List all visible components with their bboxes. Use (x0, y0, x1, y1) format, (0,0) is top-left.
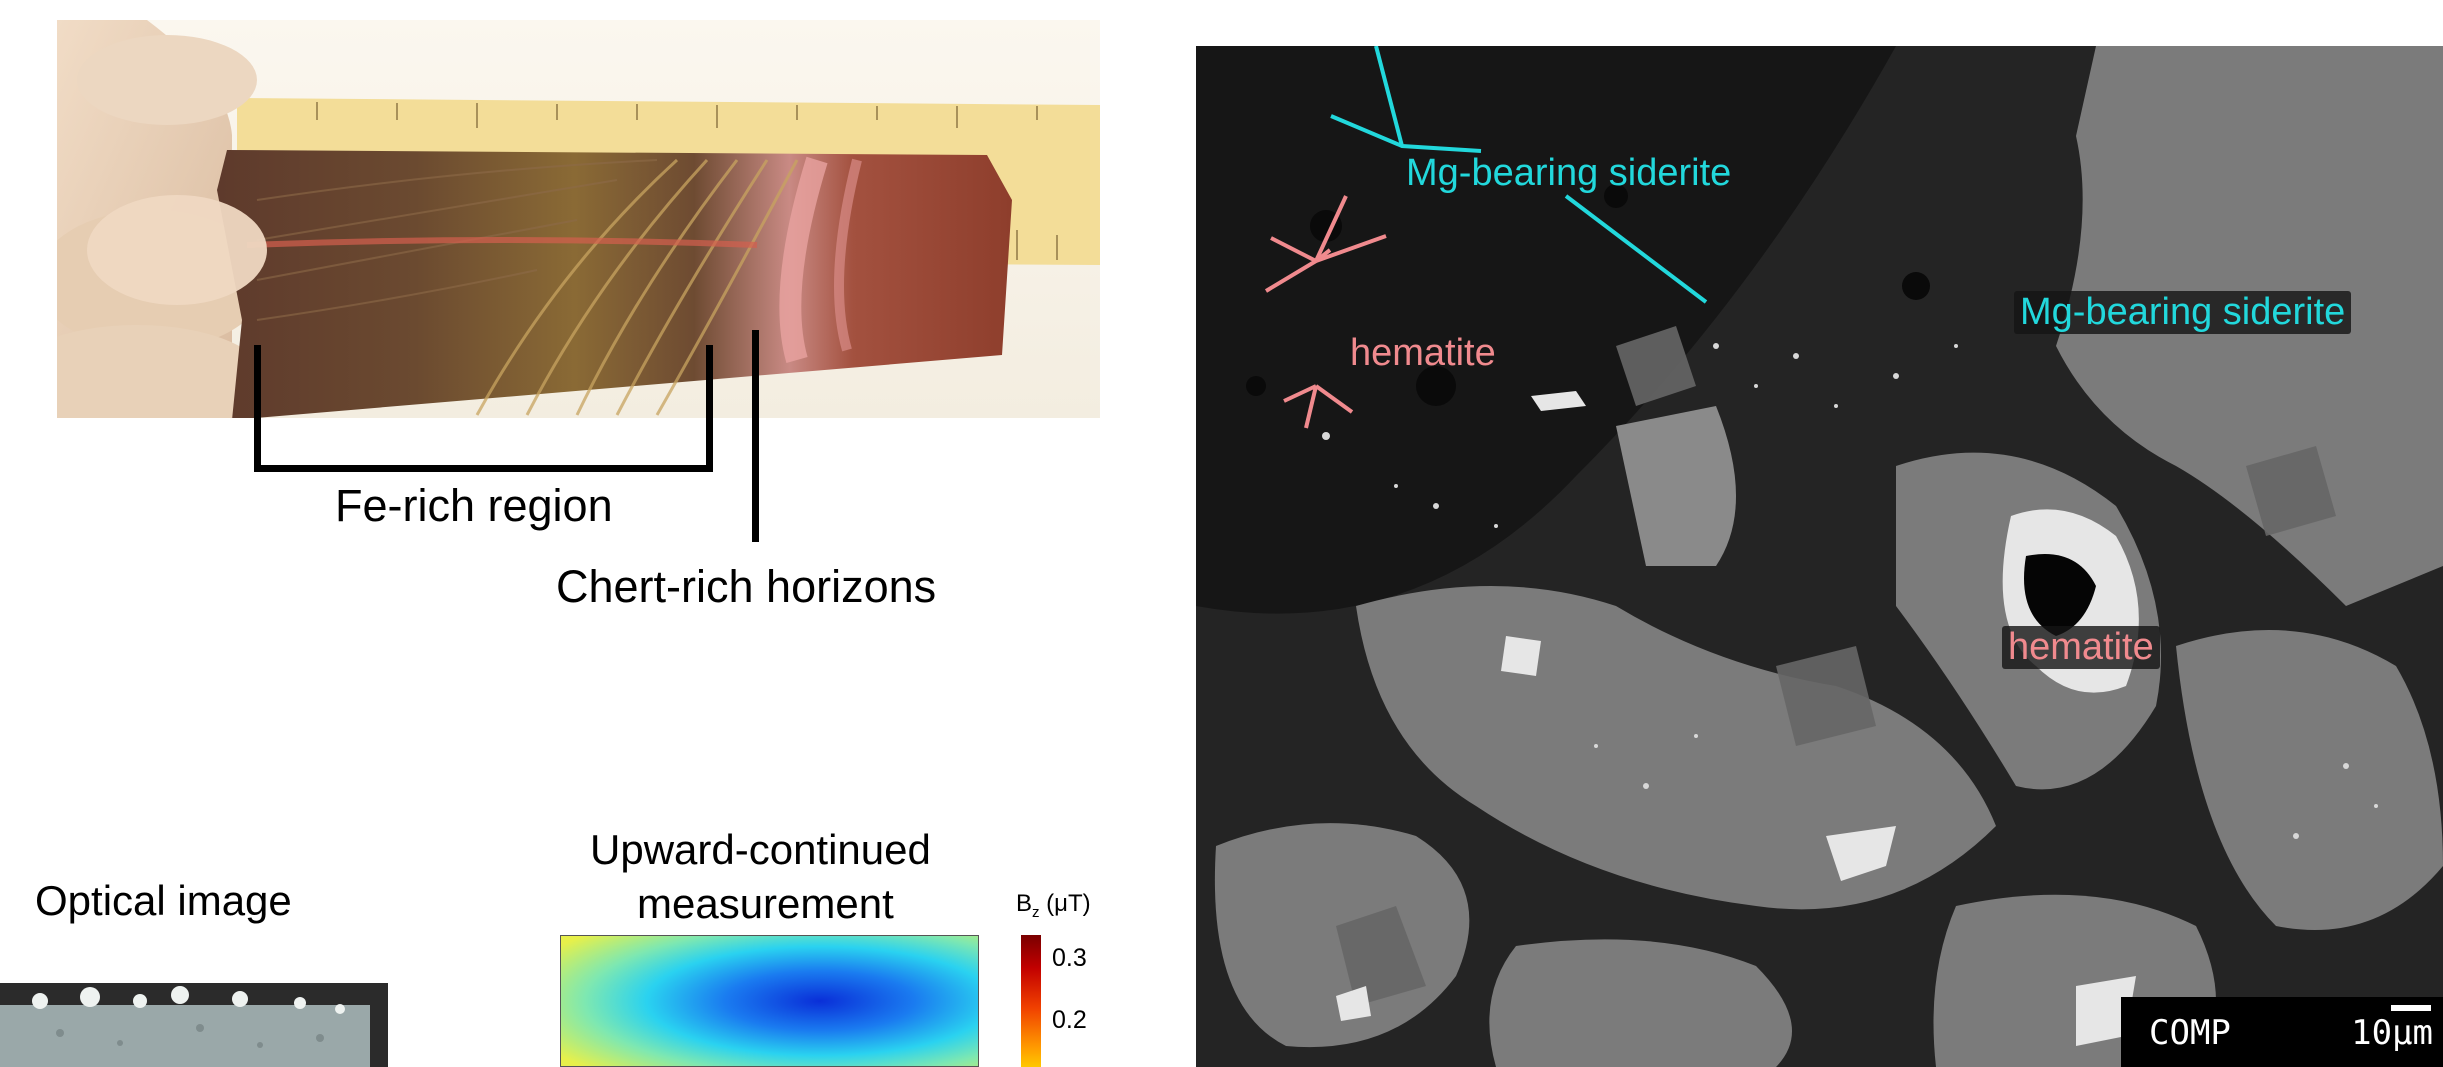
field-colorbar (1021, 935, 1041, 1067)
rock-sample-photo (57, 20, 1100, 418)
colorbar-tick-03: 0.3 (1052, 944, 1087, 972)
siderite-label-right: Mg-bearing siderite (2014, 291, 2352, 334)
sem-mode-label: COMP (2149, 1013, 2231, 1053)
sem-backscatter-image: Mg-bearing siderite Mg-bearing siderite … (1196, 46, 2443, 1067)
hematite-label-left: hematite (1350, 332, 1496, 374)
optical-image-title: Optical image (35, 877, 292, 924)
scalebar-line (2391, 1005, 2431, 1011)
upward-continued-field-map (560, 935, 979, 1067)
fe-region-bracket-right (706, 345, 713, 472)
fe-rich-region-label: Fe-rich region (335, 480, 613, 531)
hematite-label-center: hematite (2002, 626, 2160, 669)
optical-image-thumbnail (0, 983, 388, 1067)
colorbar-unit-label: Bz (μT) (1016, 890, 1091, 921)
chert-rich-horizons-label: Chert-rich horizons (556, 561, 937, 612)
chert-horizons-pointer (752, 330, 759, 542)
fe-region-bracket-bottom (254, 465, 713, 472)
upward-continued-title-line2: measurement (637, 880, 894, 927)
scalebar-length-label: 10μm (2351, 1013, 2433, 1053)
colorbar-tick-02: 0.2 (1052, 1006, 1087, 1034)
siderite-label-top: Mg-bearing siderite (1406, 152, 1732, 194)
fe-region-bracket-left (254, 345, 261, 472)
upward-continued-title-line1: Upward-continued (590, 826, 931, 873)
sem-scalebar: COMP 10μm (2121, 997, 2443, 1067)
